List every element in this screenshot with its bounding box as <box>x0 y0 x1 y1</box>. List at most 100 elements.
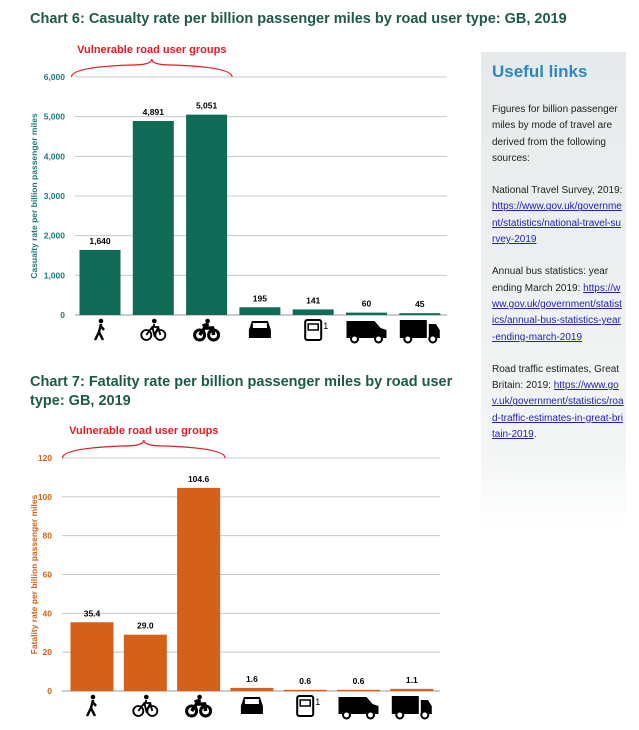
y-tick-label: 0 <box>60 310 65 320</box>
wheel <box>185 704 199 718</box>
bar-bus <box>292 309 334 315</box>
bar-van <box>337 689 380 692</box>
annotation-label: Vulnerable road user groups <box>69 425 218 437</box>
wheel <box>395 710 405 720</box>
body <box>85 699 97 717</box>
cab <box>420 700 432 714</box>
bar-pedal-cyclist <box>132 120 174 316</box>
windscreen <box>244 699 259 704</box>
pedestrian-icon <box>85 694 97 717</box>
windscreen <box>252 323 267 328</box>
y-tick-label: 100 <box>38 492 52 502</box>
bar-car <box>239 307 281 315</box>
wheel <box>374 334 383 344</box>
data-label: 4,891 <box>143 107 165 117</box>
y-tick-label: 80 <box>43 531 53 541</box>
source-traffic: Road traffic estimates, Great Britain: 2… <box>492 363 624 441</box>
annotation-label: Vulnerable road user groups <box>77 44 226 56</box>
bar-pedestrian <box>79 249 121 315</box>
bar-motorcyclist <box>177 487 221 691</box>
body <box>93 323 105 341</box>
window <box>307 323 319 331</box>
trailer <box>399 320 427 338</box>
chart-7-title: Chart 7: Fatality rate per billion passe… <box>30 374 453 409</box>
data-label: 1.1 <box>406 675 418 685</box>
body <box>304 319 323 341</box>
body <box>296 695 315 717</box>
lorry-icon <box>391 696 432 720</box>
car-icon <box>240 697 263 714</box>
y-tick-label: 4,000 <box>44 151 66 161</box>
wheel <box>350 334 359 344</box>
sources-intro: Figures for billion passenger miles by m… <box>492 104 618 164</box>
head <box>205 318 210 324</box>
fatality-rate-chart: 0 20 40 60 80 100 120 Fatality rate per billion… <box>29 425 440 720</box>
y-tick-label: 5,000 <box>44 112 66 122</box>
source-bus: Annual bus statistics: year ending March… <box>492 266 622 343</box>
y-axis-label: Casualty rate per billion passenger mile… <box>29 113 39 279</box>
data-label: 141 <box>306 295 320 305</box>
bar-car <box>230 687 274 691</box>
y-tick-label: 3,000 <box>44 191 66 201</box>
bus-stats-link[interactable]: https://www.gov.uk/government/statistics… <box>492 282 622 343</box>
motorcycle-icon <box>193 318 221 342</box>
bar-goods-vehicle <box>399 313 441 315</box>
bar-motorcyclist <box>186 114 228 315</box>
frame <box>190 698 208 713</box>
data-label: 35.4 <box>84 608 101 618</box>
y-tick-label: 2,000 <box>44 231 66 241</box>
footnote-marker: 1 <box>323 321 328 331</box>
casualty-rate-chart: 0 1,000 2,000 3,000 4,000 5,000 6,000 Casualty … <box>29 44 447 344</box>
frame <box>145 323 162 338</box>
wheel <box>132 705 145 717</box>
y-tick-label: 1,000 <box>44 270 66 280</box>
frame <box>198 322 216 337</box>
head <box>152 318 157 324</box>
data-label: 104.6 <box>188 474 210 484</box>
data-label: 29.0 <box>137 621 154 631</box>
brace <box>61 439 226 459</box>
wheel <box>428 334 438 344</box>
trailer <box>391 696 419 714</box>
head <box>197 694 202 700</box>
wheel <box>140 329 153 341</box>
body <box>338 697 379 714</box>
data-label: 45 <box>415 299 425 309</box>
data-label: 0.6 <box>299 676 311 686</box>
y-tick-label: 120 <box>38 453 52 463</box>
bar-goods-vehicle <box>390 688 434 691</box>
brace <box>70 58 233 78</box>
wheel <box>193 328 207 342</box>
wheel <box>403 334 413 344</box>
y-tick-label: 60 <box>43 570 53 580</box>
head <box>90 694 96 700</box>
y-axis-label: Fatality rate per billion passenger mile… <box>29 494 39 654</box>
bicycle-icon <box>140 318 167 341</box>
wheel <box>342 710 351 720</box>
bus-icon <box>296 695 315 717</box>
window <box>299 699 311 707</box>
bar-van <box>346 312 387 315</box>
body <box>346 321 387 338</box>
nts-link[interactable]: https://www.gov.uk/government/statistics… <box>492 201 622 246</box>
useful-links-panel: Useful links Figures for billion passeng… <box>481 52 626 530</box>
road-traffic-link[interactable]: https://www.gov.uk/government/statistics… <box>492 380 624 441</box>
frame <box>137 699 154 714</box>
head <box>98 318 104 324</box>
y-tick-label: 0 <box>47 686 52 696</box>
data-label: 1,640 <box>89 236 111 246</box>
bar-pedestrian <box>70 622 114 691</box>
wheel <box>366 710 375 720</box>
car-icon <box>248 321 271 338</box>
wheel <box>420 710 430 720</box>
van-icon <box>338 697 379 720</box>
source-nts: National Travel Survey, 2019: https://ww… <box>492 185 623 246</box>
lorry-icon <box>399 320 440 344</box>
data-label: 195 <box>253 293 267 303</box>
bicycle-icon <box>132 694 159 717</box>
y-tick-label: 6,000 <box>44 72 66 82</box>
bus-icon <box>304 319 323 341</box>
data-label: 60 <box>362 299 372 309</box>
bar-bus <box>283 689 327 692</box>
data-label: 0.6 <box>353 676 365 686</box>
